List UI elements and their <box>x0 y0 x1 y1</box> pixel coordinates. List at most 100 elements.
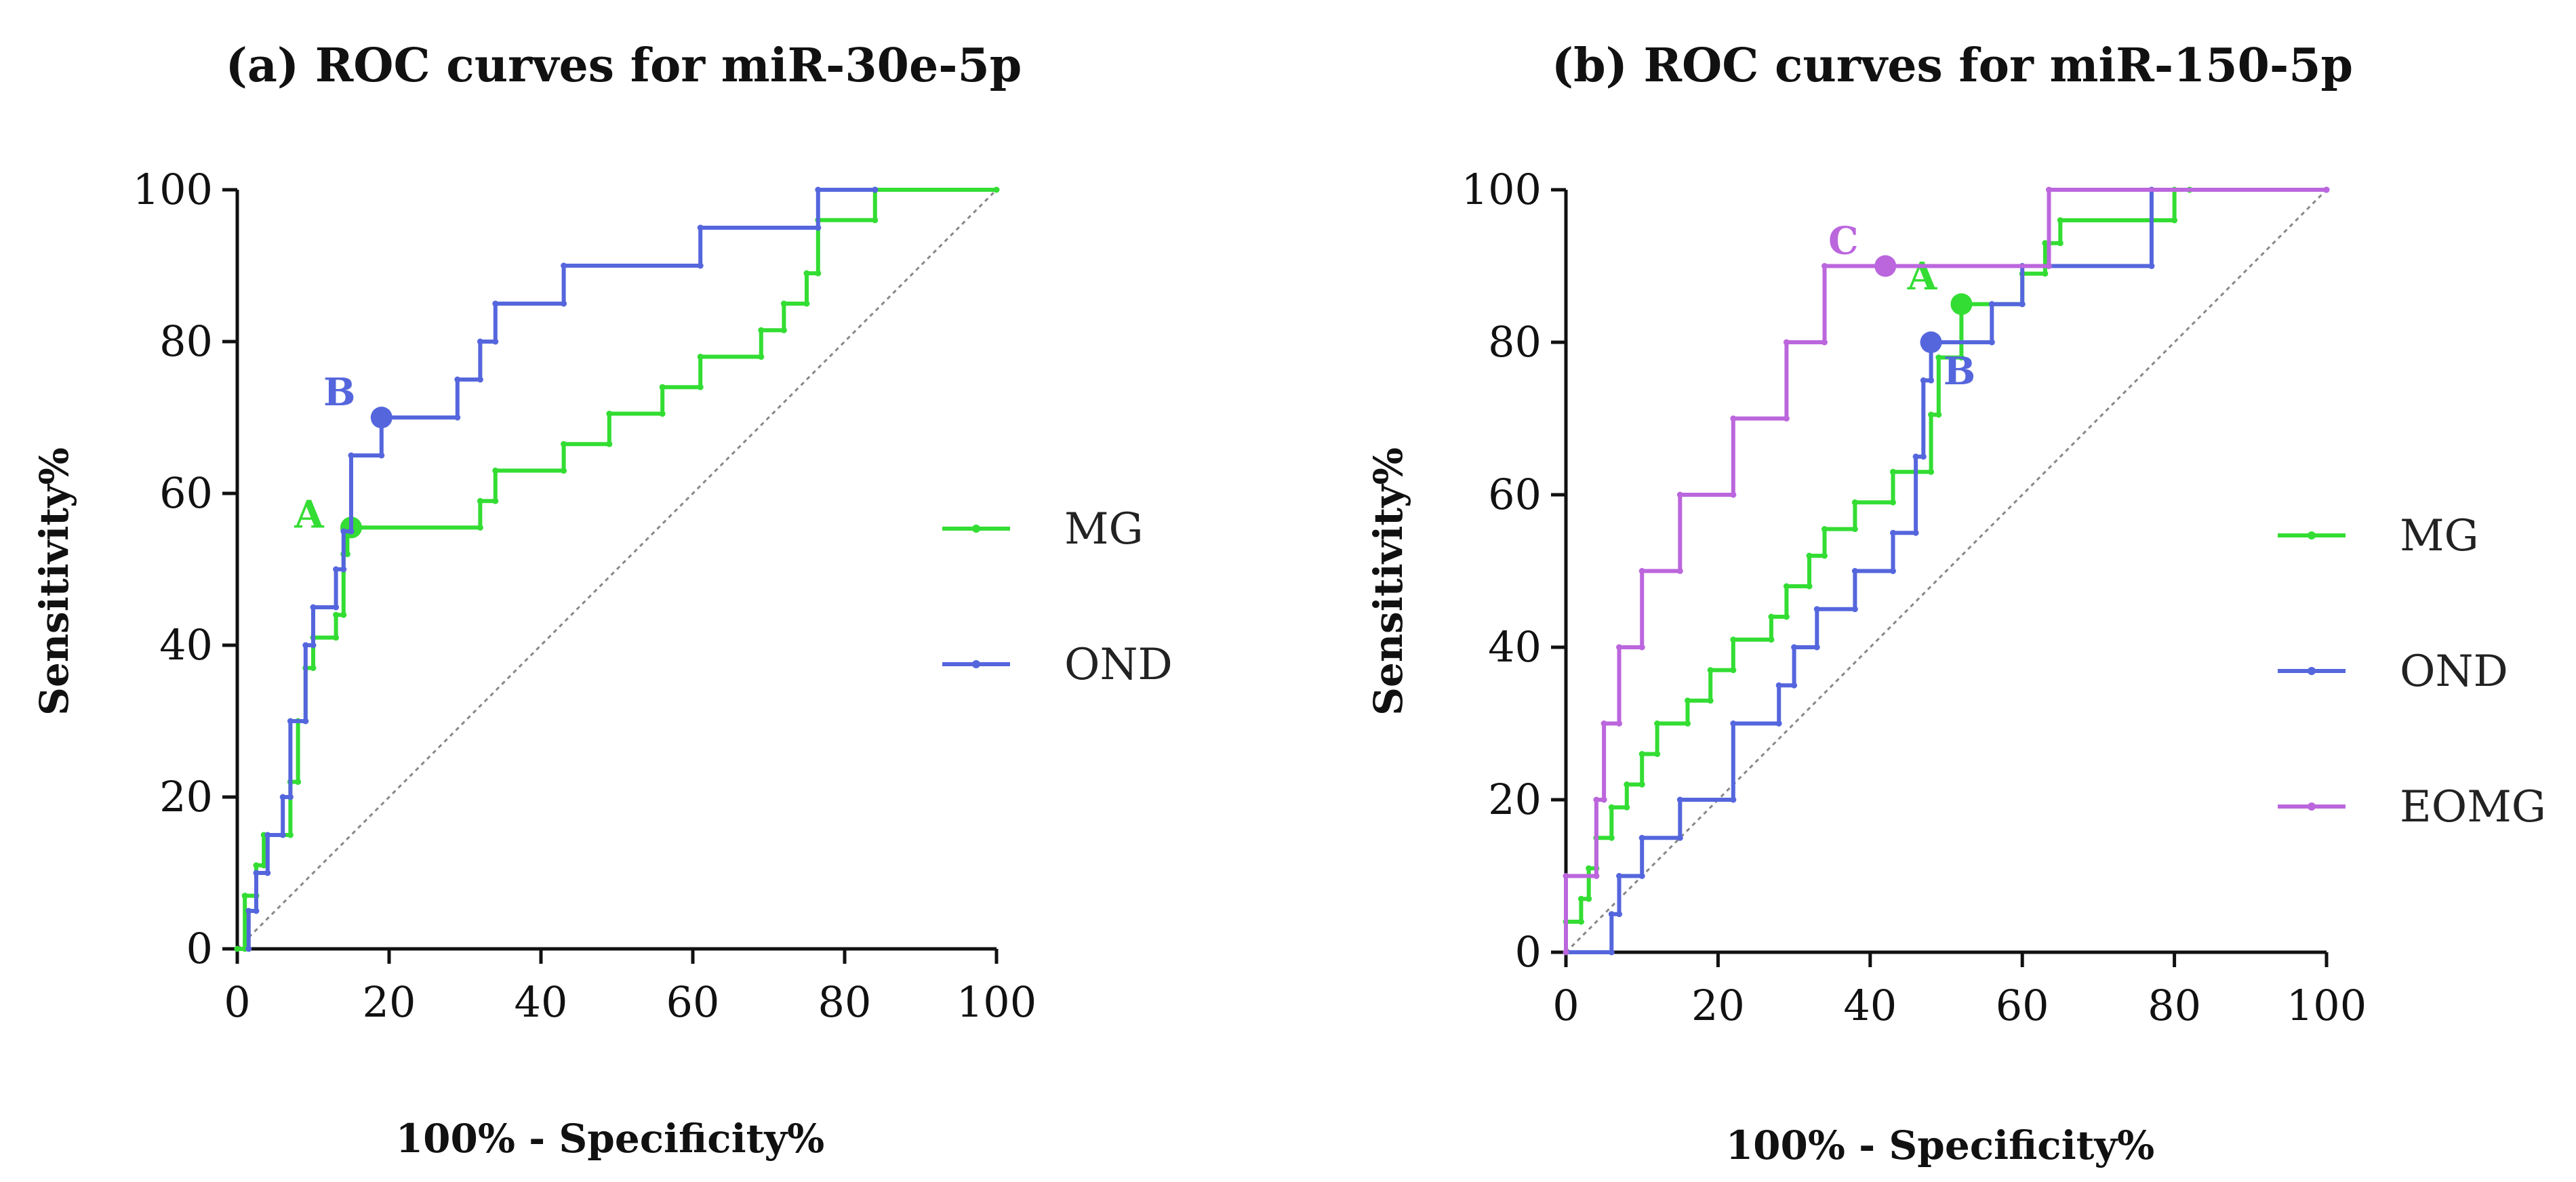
panel-a-series-ond-point <box>287 794 294 800</box>
panel-b-x-tick-label: 60 <box>1996 981 2049 1030</box>
panel-b-series-eomg-point <box>1601 720 1607 727</box>
panel-b-series-mg-point <box>1889 499 1896 506</box>
panel-a-series-mg-point <box>310 665 317 672</box>
panel-b-series-eomg-point <box>1593 796 1600 803</box>
panel-b-series-ond-point <box>1676 834 1683 841</box>
panel-b-series-mg-point <box>1928 411 1935 418</box>
panel-a-series-ond-cutoff-marker <box>370 407 393 428</box>
panel-b-x-tick-label: 0 <box>1552 981 1579 1030</box>
panel-b-series-ond-point <box>1851 568 1858 574</box>
panel-b-series-eomg-point <box>1821 263 1828 269</box>
panel-a-series-mg-point <box>697 353 704 360</box>
panel-b-series-mg-point <box>1806 552 1813 559</box>
panel-b-series-mg-point <box>1707 697 1714 704</box>
panel-b-series-mg-point <box>1768 613 1775 620</box>
panel-b-x-tick-label: 20 <box>1691 981 1745 1030</box>
panel-b-x-tick-label: 100 <box>2287 981 2367 1030</box>
panel-b-series-eomg-point <box>1730 491 1737 498</box>
panel-b-y-tick-label: 80 <box>1488 317 1542 367</box>
panel-b-series-mg-point <box>1586 865 1592 872</box>
panel-a-y-tick-label: 100 <box>133 165 213 214</box>
panel-a-series-ond-point <box>253 870 260 876</box>
panel-a-series-mg-cutoff-label: A <box>294 492 325 537</box>
panel-b-x-tick-label: 80 <box>2148 981 2201 1030</box>
panel-a-series-ond-point <box>253 908 260 914</box>
panel-b-series-mg-point <box>1935 354 1942 361</box>
panel-b-series-eomg-legend-dot <box>2308 802 2316 811</box>
panel-a-series-mg-point <box>758 327 765 333</box>
panel-b-series-mg-point <box>2042 240 2049 247</box>
panel-b-series-mg-point <box>1958 354 1965 361</box>
panel-a: (a) ROC curves for miR-30e-5p 100% - Spe… <box>31 39 1173 1162</box>
panel-a-series-ond-point <box>454 414 461 421</box>
panel-a-series-ond-point <box>340 566 347 573</box>
panel-a-series-ond-point <box>348 452 355 459</box>
panel-b-series-eomg-point <box>1783 339 1790 346</box>
panel-b-series-ond-cutoff-marker <box>1920 331 1942 353</box>
panel-b-series-mg-point <box>1577 918 1584 925</box>
panel-b-series-mg-point <box>2171 217 2178 224</box>
panel-b-series-ond-point <box>1912 453 1919 460</box>
panel-b-series-eomg-point <box>1563 873 1569 879</box>
panel-b-series-mg-point <box>1783 583 1790 590</box>
panel-a-series-mg-point <box>492 467 499 474</box>
panel-b-title: (b) ROC curves for miR-150-5p <box>1552 39 2353 93</box>
panel-b-series-eomg-point <box>1676 568 1683 574</box>
panel-a-series-ond-point <box>561 300 567 307</box>
panel-a-series-mg-line <box>237 188 997 951</box>
panel-b-series-mg-point <box>1586 895 1592 902</box>
panel-a-series-mg-point <box>758 353 765 360</box>
panel-a-y-tick-label: 40 <box>159 620 213 670</box>
panel-a-series-ond-cutoff-label: B <box>323 370 355 415</box>
panel-a-series-mg-point <box>260 862 267 869</box>
panel-a-series-ond-point <box>492 300 499 307</box>
panel-b-series-ond-point <box>1988 339 1995 346</box>
panel-a-series-mg-point <box>234 945 241 952</box>
panel-b-series-ond-point <box>1813 644 1820 651</box>
panel-b-series-mg-point <box>1730 667 1737 674</box>
panel-a-series-mg-point <box>561 441 567 447</box>
panel-a-x-tick-label: 60 <box>666 977 720 1027</box>
panel-a-series-ond-point <box>378 452 385 459</box>
panel-a-series-ond-point <box>697 224 704 231</box>
panel-a-series-mg-point <box>287 832 294 838</box>
panel-a-series-ond-point <box>815 186 822 193</box>
panel-a-series-mg-point <box>606 441 613 447</box>
panel-b-series-mg-legend-dot <box>2308 531 2316 539</box>
panel-a-series-ond-point <box>348 528 355 535</box>
panel-b-series-mg-point <box>2042 270 2049 277</box>
panel-a-series-ond-point <box>279 832 286 838</box>
panel-b-y-axis-label: Sensitivity% <box>1365 447 1411 716</box>
panel-b-series-mg-point <box>1707 667 1714 674</box>
panel-b-series-mg-point <box>1768 636 1775 643</box>
panel-b-series-ond-point <box>1638 873 1645 879</box>
panel-b-series-ond-legend-dot <box>2308 667 2316 675</box>
panel-b-series-eomg-point <box>1676 491 1683 498</box>
panel-a-y-tick-label: 0 <box>186 924 213 973</box>
panel-b-series-ond-point <box>1775 682 1782 689</box>
panel-b-series-mg-point <box>1685 720 1691 727</box>
panel-a-series-ond-legend-label: OND <box>1064 640 1173 690</box>
panel-b-series-mg-point <box>1608 834 1615 841</box>
panel-a-series-mg-point <box>344 551 350 558</box>
panel-a-series-ond-point <box>302 642 309 649</box>
panel-a-series-ond-point <box>815 224 822 231</box>
panel-b-series-eomg-point <box>2323 186 2330 193</box>
panel-b-series-mg-point <box>1624 781 1630 788</box>
panel-a-series-ond-point <box>302 718 309 725</box>
panel-a-title: (a) ROC curves for miR-30e-5p <box>226 39 1022 93</box>
panel-a-x-tick-label: 0 <box>224 977 250 1027</box>
panel-a-series-mg-point <box>241 893 248 899</box>
panel-b-series-ond-point <box>1616 911 1623 918</box>
panel-b-series-ond-point <box>1928 377 1935 384</box>
panel-b-series-ond-point <box>1813 606 1820 613</box>
panel-b-y-tick-label: 0 <box>1515 927 1542 977</box>
panel-b-series-mg-point <box>1821 552 1828 559</box>
panel-a-y-axis-label: Sensitivity% <box>31 447 77 716</box>
panel-b-series-mg-point <box>1638 751 1645 757</box>
panel-b-series-mg-point <box>1730 636 1737 643</box>
panel-a-series-mg-point <box>780 300 787 307</box>
panel-b-series-ond-line <box>1566 188 2327 954</box>
panel-b-series-mg-point <box>1608 804 1615 811</box>
